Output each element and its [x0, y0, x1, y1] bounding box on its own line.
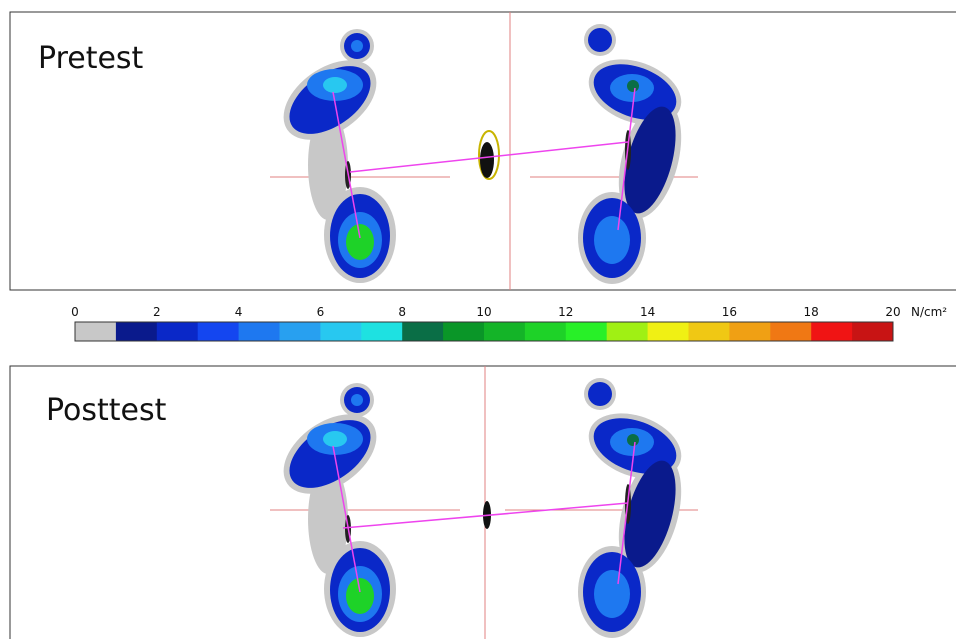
color-segment — [198, 322, 239, 341]
figure: Pretest 0 2 4 6 8 10 12 14 16 18 20 N/cm² Posttest — [0, 0, 956, 639]
tick-label: 8 — [398, 305, 406, 319]
color-segment — [361, 322, 402, 341]
color-segment — [607, 322, 648, 341]
unit-label: N/cm² — [911, 305, 947, 319]
color-segment — [729, 322, 770, 341]
color-segment — [116, 322, 157, 341]
color-segment — [75, 322, 116, 341]
tick-label: 16 — [722, 305, 737, 319]
color-segment — [525, 322, 566, 341]
color-segment — [689, 322, 730, 341]
color-segment — [566, 322, 607, 341]
tick-label: 18 — [804, 305, 819, 319]
tick-label: 6 — [317, 305, 325, 319]
color-segment — [811, 322, 852, 341]
tick-label: 14 — [640, 305, 655, 319]
tick-label: 0 — [71, 305, 79, 319]
pretest-panel: Pretest — [10, 12, 956, 290]
color-segment — [443, 322, 484, 341]
tick-label: 2 — [153, 305, 161, 319]
posttest-panel: Posttest — [10, 366, 956, 639]
panel-label: Pretest — [38, 41, 144, 76]
tick-label: 20 — [885, 305, 900, 319]
tick-label: 10 — [476, 305, 491, 319]
panel-label: Posttest — [46, 393, 167, 428]
color-segment — [770, 322, 811, 341]
color-segment — [320, 322, 361, 341]
color-segment — [402, 322, 443, 341]
color-segment — [157, 322, 198, 341]
color-segment — [484, 322, 525, 341]
tick-label: 12 — [558, 305, 573, 319]
color-segment — [852, 322, 893, 341]
color-segment — [239, 322, 280, 341]
color-segment — [280, 322, 321, 341]
color-segment — [648, 322, 689, 341]
tick-label: 4 — [235, 305, 243, 319]
colorbar: 0 2 4 6 8 10 12 14 16 18 20 N/cm² — [71, 305, 947, 341]
